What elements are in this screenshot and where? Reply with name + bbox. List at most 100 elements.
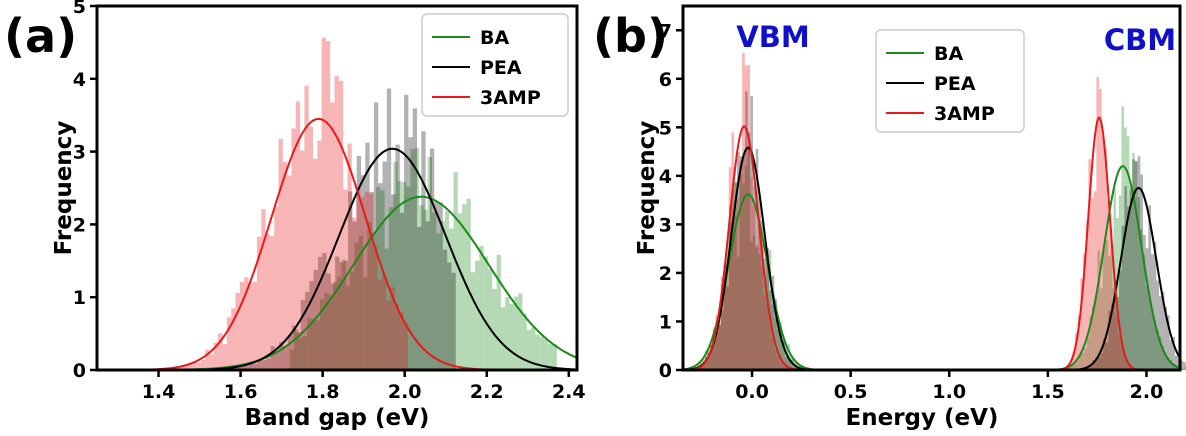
hist-bar-ba-1-26 [1132, 152, 1135, 370]
hist-bar-3amp-0-30 [776, 356, 780, 370]
panel-a-ticks: 1.4 1.6 1.8 2.0 2.2 2.4 0 1 2 3 4 5 [73, 0, 586, 403]
hist-bar-pea-0-36 [313, 269, 318, 370]
hist-bar-3amp-0-19 [252, 281, 257, 370]
hist-bar-ba-0-27 [758, 253, 761, 370]
hist-bar-3amp-1-18 [1112, 288, 1116, 370]
panel-a-legend-label-3amp: 3AMP [480, 87, 541, 109]
hist-bar-pea-0-55 [395, 144, 400, 370]
hist-bar-3amp-0-24 [274, 206, 279, 370]
hist-bar-pea-0-26 [763, 258, 767, 370]
hist-bar-pea-0-39 [326, 273, 331, 370]
hist-bar-3amp-0-2 [179, 365, 184, 370]
hist-bar-pea-0-18 [236, 365, 241, 370]
hist-bar-ba-0-35 [779, 322, 783, 370]
hist-bar-ba-0-11 [337, 276, 342, 370]
y-tick-label-5: 5 [73, 0, 86, 18]
hist-bar-pea-0-59 [412, 108, 417, 370]
hist-bar-pea-1-18 [1129, 189, 1133, 370]
hist-bar-ba-0-43 [475, 260, 480, 370]
hist-bar-ba-0-24 [750, 241, 753, 370]
hist-bar-3amp-0-40 [343, 189, 348, 370]
hist-bar-3amp-0-54 [403, 322, 408, 370]
hist-bar-pea-0-53 [386, 88, 392, 371]
hist-bar-ba-0-34 [776, 325, 780, 370]
hist-bar-pea-1-7 [1100, 353, 1104, 370]
hist-bar-3amp-0-34 [317, 140, 322, 370]
hist-bar-ba-1-34 [1153, 320, 1157, 370]
hist-bar-pea-0-43 [343, 260, 349, 370]
hist-bar-3amp-0-49 [381, 274, 387, 370]
hist-bar-ba-0-18 [734, 183, 737, 370]
hist-bar-pea-0-46 [356, 155, 361, 370]
hist-bar-pea-0-34 [784, 356, 788, 370]
hist-bar-3amp-1-17 [1109, 227, 1113, 370]
hist-bar-pea-0-13 [729, 206, 732, 370]
hist-bar-ba-0-28 [410, 149, 415, 370]
hist-bar-pea-0-29 [771, 275, 775, 370]
hist-bar-pea-1-19 [1132, 159, 1136, 370]
hist-bar-ba-0-5 [311, 318, 316, 370]
panel-b-ticks: 0.0 0.5 1.0 1.5 2.0 0 1 2 3 4 5 6 7 [659, 20, 1164, 403]
hist-bar-3amp-0-11 [726, 267, 729, 370]
hist-bar-ba-0-49 [500, 307, 506, 370]
hist-bar-ba-0-2 [298, 338, 303, 370]
hist-bar-pea-0-54 [391, 194, 396, 370]
hist-bar-3amp-0-8 [718, 319, 721, 370]
hist-bar-3amp-0-15 [235, 292, 240, 370]
hist-bar-3amp-0-1 [699, 365, 703, 370]
hist-bar-3amp-0-22 [265, 233, 270, 370]
panel-b-legend-label-pea: PEA [934, 73, 976, 95]
x-tick-label-3: 1.5 [1031, 381, 1065, 403]
hist-bar-3amp-0-7 [715, 314, 719, 370]
hist-bar-3amp-0-27 [287, 175, 292, 370]
hist-bar-3amp-0-20 [750, 177, 753, 370]
hist-bar-3amp-0-53 [399, 312, 404, 370]
hist-bar-pea-1-5 [1095, 357, 1098, 370]
hist-bar-3amp-1-20 [1117, 333, 1121, 370]
hist-bar-3amp-0-10 [213, 342, 219, 370]
hist-bar-ba-0-51 [509, 303, 514, 370]
hist-bar-3amp-0-15 [736, 198, 740, 370]
hist-bar-pea-1-8 [1103, 338, 1106, 370]
hist-bar-pea-0-21 [249, 361, 254, 370]
hist-bar-pea-0-57 [404, 94, 409, 370]
hist-bar-3amp-0-29 [295, 101, 301, 371]
hist-bar-3amp-0-21 [752, 205, 756, 370]
hist-bar-ba-1-27 [1134, 161, 1138, 370]
panel-a-legend-label-ba: BA [480, 27, 509, 49]
hist-bar-pea-1-22 [1140, 174, 1144, 370]
hist-bar-3amp-0-16 [739, 160, 743, 370]
hist-bar-ba-1-45 [1182, 368, 1186, 370]
hist-bar-3amp-0-18 [248, 282, 253, 370]
hist-bar-pea-1-29 [1159, 296, 1162, 370]
hist-bar-ba-0-17 [363, 277, 368, 370]
hist-bar-pea-1-15 [1121, 225, 1125, 370]
hist-bar-ba-1-23 [1124, 127, 1127, 370]
hist-bar-ba-0-13 [720, 284, 724, 370]
hist-bar-pea-0-17 [739, 155, 743, 370]
hist-bar-ba-1-24 [1126, 136, 1130, 370]
hist-bar-3amp-0-12 [222, 344, 227, 370]
hist-bar-ba-0-7 [319, 299, 325, 370]
panel-a-label: (a) [4, 9, 77, 63]
hist-bar-pea-0-66 [442, 249, 448, 370]
hist-bar-3amp-0-28 [291, 128, 296, 370]
hist-bar-ba-1-28 [1137, 197, 1141, 370]
hist-bar-3amp-0-17 [742, 52, 745, 370]
hist-bar-ba-0-27 [406, 186, 411, 370]
hist-bar-pea-1-23 [1143, 234, 1146, 370]
hist-bar-3amp-0-41 [347, 143, 352, 370]
hist-bar-ba-1-12 [1094, 294, 1098, 370]
hist-bar-ba-0-9 [710, 344, 713, 370]
y-tick-label-6: 6 [659, 69, 672, 91]
hist-bar-ba-0-18 [367, 221, 372, 370]
hist-bar-ba-1-11 [1092, 306, 1095, 370]
hist-bar-pea-0-63 [429, 148, 435, 370]
y-tick-label-1: 1 [73, 287, 86, 309]
hist-bar-ba-1-32 [1148, 297, 1151, 370]
hist-bar-pea-0-31 [776, 329, 780, 370]
panel-a-histogram-bars [158, 37, 557, 371]
hist-bar-ba-0-21 [380, 190, 385, 370]
hist-bar-ba-1-41 [1172, 363, 1175, 370]
hist-bar-ba-1-15 [1102, 248, 1106, 370]
